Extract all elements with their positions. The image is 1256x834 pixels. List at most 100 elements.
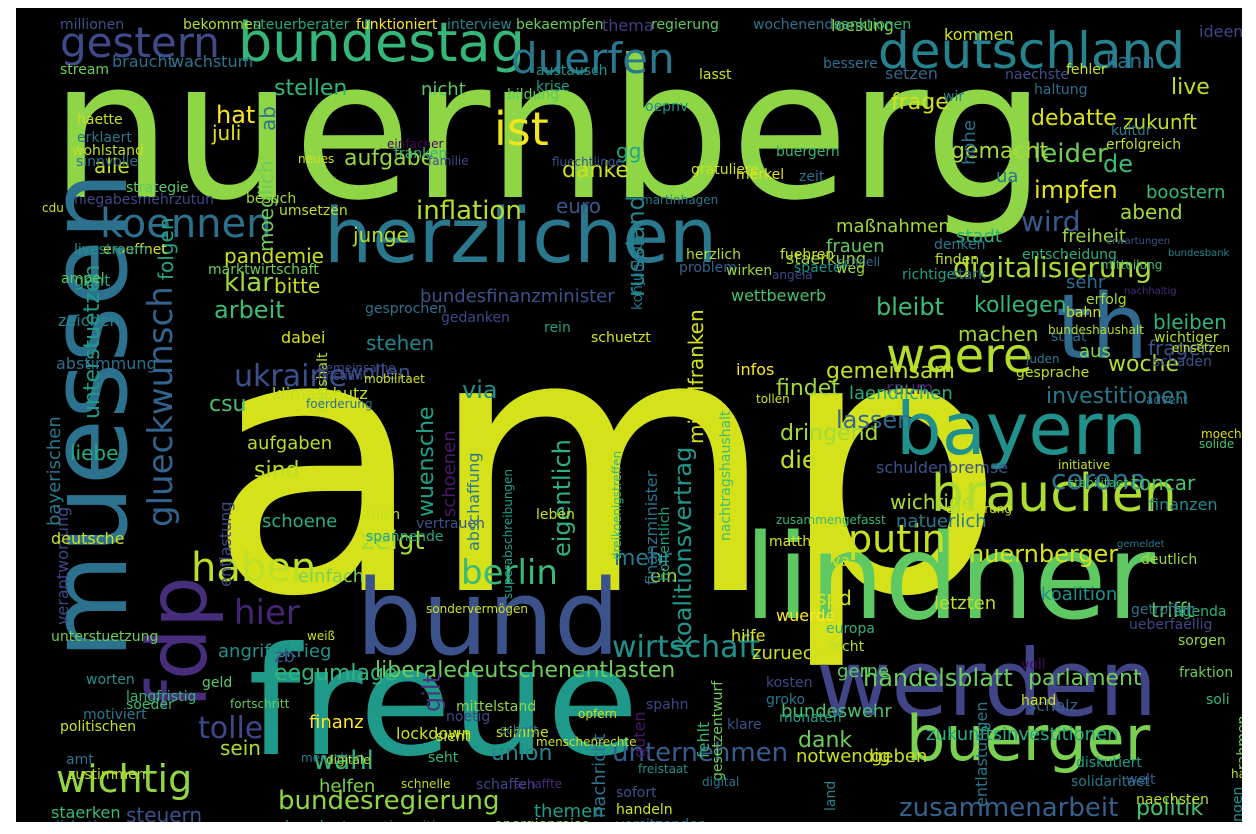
cloud-word: rahmen	[1235, 715, 1242, 771]
cloud-word: pandemie	[224, 244, 324, 268]
cloud-word: gedanken	[441, 310, 510, 326]
cloud-word: erfolg	[1086, 292, 1127, 308]
cloud-word: die	[780, 446, 817, 474]
cloud-word: erwartungen	[1106, 236, 1171, 247]
cloud-word: juden	[1026, 352, 1060, 366]
cloud-word: hand	[1021, 693, 1057, 709]
cloud-word: kommen	[944, 25, 1014, 44]
cloud-word: finanzminister	[642, 470, 661, 585]
cloud-word: gesetzentwurf	[710, 680, 726, 781]
cloud-word: boostern	[1146, 182, 1226, 203]
cloud-word: politischen	[60, 719, 136, 735]
cloud-word: wir	[943, 89, 965, 105]
cloud-word: niegabesmehrzutun	[74, 192, 214, 208]
cloud-word: agenda	[1174, 604, 1227, 620]
cloud-word: wuensche	[414, 406, 439, 518]
cloud-word: aufgaben	[247, 433, 333, 454]
cloud-word: diskutiert	[1076, 755, 1142, 771]
cloud-word: worten	[86, 672, 135, 688]
cloud-word: merkel	[736, 167, 785, 183]
cloud-word: maßnahmen	[836, 216, 950, 237]
cloud-word: laendlichen	[849, 383, 953, 404]
cloud-word: mittelfranken	[684, 309, 708, 445]
cloud-word: moechte	[1201, 427, 1242, 441]
cloud-word: funktioniert	[356, 17, 438, 33]
cloud-word: zusammenarbeit	[899, 793, 1119, 822]
cloud-word: spaeter	[794, 260, 848, 276]
cloud-word: freue	[248, 616, 639, 790]
cloud-word: danke	[562, 158, 629, 183]
cloud-word: gesprache	[1016, 365, 1090, 381]
cloud-word: krise	[536, 79, 570, 95]
cloud-word: haltung	[1034, 82, 1088, 98]
cloud-word: digital	[702, 775, 740, 789]
cloud-word: kollegen	[974, 293, 1067, 318]
cloud-word: mitteilung	[1101, 258, 1163, 272]
cloud-word: euro	[556, 194, 601, 218]
cloud-word: freistaat	[638, 762, 688, 776]
cloud-word: inflation	[416, 196, 522, 226]
cloud-word: ist	[494, 102, 549, 156]
cloud-word: setzen	[885, 64, 938, 83]
cloud-word: haben	[191, 545, 317, 591]
cloud-word: junge	[353, 223, 409, 247]
cloud-word: dank	[798, 728, 853, 753]
cloud-word: haette	[77, 112, 123, 128]
cloud-word: steuerberater	[253, 17, 350, 33]
cloud-word: gemacht	[951, 139, 1049, 164]
cloud-word: bundesregierung	[278, 786, 500, 816]
cloud-word: wirken	[726, 263, 773, 279]
cloud-word: stehen	[366, 331, 435, 355]
cloud-word: lockdown	[396, 724, 472, 743]
cloud-word: opfern	[578, 707, 617, 721]
cloud-word: schaden	[1153, 354, 1212, 370]
cloud-word: entlastungen	[972, 701, 991, 808]
cloud-word: frauen	[826, 236, 885, 257]
cloud-word: ua	[996, 166, 1019, 187]
cloud-word: bleibt	[876, 293, 944, 321]
cloud-word: politik	[1136, 796, 1204, 821]
cloud-word: infos	[736, 360, 775, 379]
cloud-word: strategie	[126, 180, 189, 196]
cloud-word: hier	[234, 593, 300, 633]
cloud-word: franken	[394, 146, 448, 162]
cloud-word: einfach	[298, 566, 365, 587]
cloud-word: sondervermögen	[426, 602, 528, 616]
cloud-word: zb	[274, 646, 295, 667]
cloud-word: bekaempfen	[516, 17, 604, 33]
cloud-word: nachhaltig	[1124, 286, 1177, 297]
word-cloud: amp nuernberg freue lindner muessen bund werde…	[16, 8, 1242, 822]
cloud-word: aufgabe	[344, 146, 435, 171]
cloud-word: gemeinsame	[318, 361, 396, 375]
cloud-word: marktwirtschaft	[208, 262, 319, 278]
cloud-word: europa	[826, 621, 875, 637]
cloud-word: deutlich	[1141, 552, 1198, 568]
cloud-word: angriffskrieg	[218, 641, 332, 662]
cloud-word: herzlich	[686, 247, 741, 263]
cloud-word: zukunftsinvestitionen	[926, 724, 1119, 745]
cloud-word: nicht	[421, 79, 466, 100]
cloud-word: th	[1056, 275, 1149, 380]
cloud-word: woche	[1108, 352, 1180, 377]
cloud-word: spahn	[646, 697, 689, 713]
cloud-word: sein	[220, 736, 261, 760]
cloud-word: themen	[534, 801, 604, 822]
cloud-word: koalitionsvertrag	[669, 446, 697, 649]
cloud-word: richtige	[902, 267, 956, 283]
cloud-word: nachtragshaushalt	[718, 410, 734, 541]
cloud-word: gesprochen	[365, 301, 447, 317]
cloud-word: abstimmung	[56, 354, 157, 373]
cloud-word: soli	[1206, 692, 1230, 708]
cloud-word: amt	[66, 752, 94, 768]
cloud-word: via	[462, 376, 498, 404]
cloud-word: debatte	[1031, 106, 1117, 131]
cloud-word: schoene	[262, 511, 338, 532]
cloud-word: bayern	[896, 387, 1147, 471]
cloud-word: sind	[254, 458, 300, 483]
cloud-word: putin	[848, 517, 946, 561]
cloud-word: ukraine	[234, 359, 347, 394]
cloud-word: interview	[447, 17, 512, 33]
cloud-word: eigentlich	[548, 439, 576, 557]
cloud-word: letzten	[934, 593, 997, 614]
cloud-word: natuerlich	[896, 511, 987, 532]
